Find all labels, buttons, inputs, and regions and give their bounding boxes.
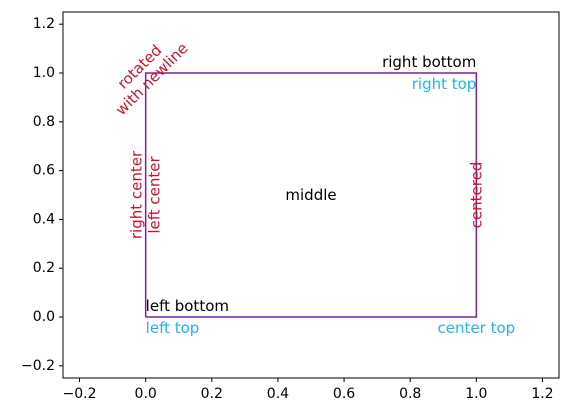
x-tick-label: 0.2 — [201, 386, 223, 402]
annotation-right-center: right center — [128, 150, 146, 239]
x-tick-label: 0.6 — [333, 386, 355, 402]
annotation-right-top: right top — [412, 75, 477, 93]
annotation-text: centered — [467, 162, 485, 229]
annotation-text: middle — [285, 186, 336, 204]
y-tick-label: 0.4 — [33, 211, 55, 227]
annotation-text: right top — [412, 75, 477, 93]
y-tick-label: 1.0 — [33, 65, 55, 81]
annotation-centered: centered — [467, 162, 485, 229]
x-tick-label: −0.2 — [63, 386, 97, 402]
annotation-text: left bottom — [146, 297, 229, 315]
y-tick-label: 1.2 — [33, 16, 55, 32]
annotation-left-bottom: left bottom — [146, 297, 229, 315]
axes-frame — [62, 11, 560, 379]
x-tick-label: 1.0 — [465, 386, 487, 402]
series-line — [144, 72, 478, 318]
y-axis: −0.2 0.0 0.2 0.4 0.6 0.8 1.0 1.2 — [21, 16, 63, 374]
x-tick-label: 1.2 — [531, 386, 553, 402]
annotation-text: left center — [146, 156, 164, 234]
annotation-middle: middle — [285, 186, 336, 204]
x-tick-label: 0.0 — [135, 386, 157, 402]
y-tick-label: 0.8 — [33, 114, 55, 130]
x-tick-label: 0.8 — [399, 386, 421, 402]
annotation-text: right bottom — [382, 53, 476, 71]
annotation-text: left top — [146, 319, 200, 337]
y-tick-label: 0.6 — [33, 163, 55, 179]
y-tick-label: 0.2 — [33, 260, 55, 276]
x-axis: −0.2 0.0 0.2 0.4 0.6 0.8 1.0 1.2 — [63, 378, 554, 402]
annotation-text: center top — [438, 319, 516, 337]
annotation-center-top: center top — [438, 319, 516, 337]
annotation-right-bottom: right bottom — [382, 53, 476, 71]
y-tick-label: −0.2 — [21, 358, 55, 374]
series-layer — [144, 72, 478, 318]
annotation-left-top: left top — [146, 319, 200, 337]
annotation-text: right center — [128, 150, 146, 239]
annotation-left-center: left center — [146, 156, 164, 234]
y-tick-label: 0.0 — [33, 309, 55, 325]
x-tick-label: 0.4 — [267, 386, 289, 402]
